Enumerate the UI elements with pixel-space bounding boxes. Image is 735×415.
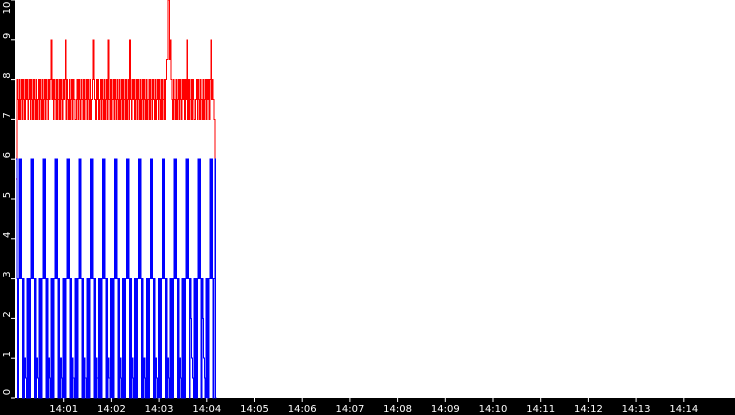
x-axis-ticks: 14:01 14:02 14:03 14:04 14:05 14:06 14:07 14:08… xyxy=(49,398,698,415)
x-tick-label: 14:14 xyxy=(669,404,698,415)
x-tick-label: 14:12 xyxy=(574,404,603,415)
y-axis-band xyxy=(0,0,15,415)
x-tick-label: 14:08 xyxy=(383,404,412,415)
x-tick-label: 14:13 xyxy=(622,404,651,415)
x-tick-label: 14:02 xyxy=(97,404,126,415)
series-line-0 xyxy=(16,0,217,399)
y-tick-label: 9 xyxy=(2,33,13,39)
x-tick-label: 14:09 xyxy=(431,404,460,415)
series-line-1 xyxy=(16,158,217,399)
y-tick-label: 2 xyxy=(2,311,13,317)
x-axis-band xyxy=(0,398,735,415)
x-tick-label: 14:11 xyxy=(526,404,555,415)
y-tick-label: 10 xyxy=(2,2,13,15)
x-tick-label: 14:10 xyxy=(479,404,508,415)
y-axis-ticks: 0 1 2 3 4 5 6 7 8 9 10 xyxy=(2,0,15,399)
x-tick-label: 14:03 xyxy=(145,404,174,415)
y-tick-label: 8 xyxy=(2,72,13,78)
series-group xyxy=(16,0,217,399)
y-tick-label: 3 xyxy=(2,271,13,277)
y-tick-label: 1 xyxy=(2,351,13,357)
x-tick-label: 14:04 xyxy=(192,404,221,415)
y-tick-label: 0 xyxy=(2,389,13,395)
x-tick-label: 14:07 xyxy=(335,404,364,415)
x-tick-label: 14:05 xyxy=(240,404,269,415)
x-tick-label: 14:06 xyxy=(288,404,317,415)
y-tick-label: 6 xyxy=(2,152,13,158)
y-tick-label: 7 xyxy=(2,112,13,118)
y-tick-label: 5 xyxy=(2,192,13,198)
x-tick-label: 14:01 xyxy=(49,404,78,415)
y-tick-label: 4 xyxy=(2,232,13,238)
